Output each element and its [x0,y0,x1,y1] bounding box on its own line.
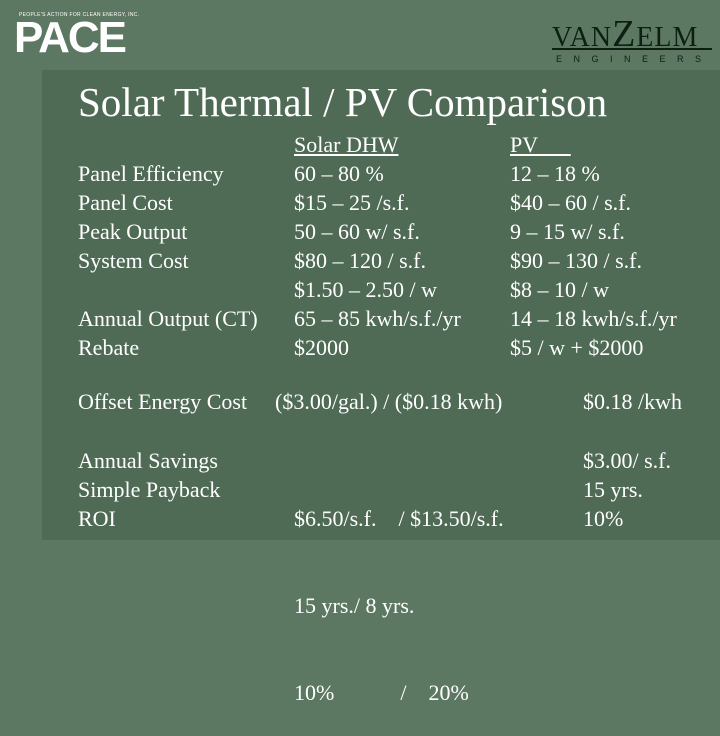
content-panel [42,70,720,540]
label-annual-savings: Annual Savings [78,448,218,473]
vanzelm-wordmark: VANZELM [552,12,698,56]
vanzelm-elm: ELM [636,22,699,53]
solar-annual-savings: $6.50/s.f. / $13.50/s.f. [294,506,504,531]
pv-header: PV [510,132,571,157]
label-panel-efficiency: Panel Efficiency [78,161,224,186]
vanzelm-divider [552,48,712,50]
pv-peak-output: 9 – 15 w/ s.f. [510,219,625,244]
pv-column: PV 12 – 18 % $40 – 60 / s.f. 9 – 15 w/ s… [510,130,677,362]
solar-dhw-system-cost: $80 – 120 / s.f. [294,248,426,273]
offset-pv-value: $0.18 /kwh [583,389,682,414]
solar-dhw-peak-output: 50 – 60 w/ s.f. [294,219,420,244]
pv-simple-payback: 15 yrs. [583,477,643,502]
pv-efficiency: 12 – 18 % [510,161,600,186]
pv-roi: 10% [583,506,624,531]
label-panel-cost: Panel Cost [78,190,173,215]
header-bar [0,0,720,70]
savings-labels: Annual Savings Simple Payback ROI [78,446,220,533]
solar-dhw-cost-per-watt: $1.50 – 2.50 / w [294,277,437,302]
savings-pv-values: $3.00/ s.f. 15 yrs. 10% [583,446,671,533]
pv-annual-output: 14 – 18 kwh/s.f./yr [510,306,677,331]
label-annual-output: Annual Output (CT) [78,306,258,331]
pv-cost-per-watt: $8 – 10 / w [510,277,609,302]
label-peak-output: Peak Output [78,219,188,244]
solar-dhw-header: Solar DHW [294,132,399,157]
vanzelm-logo: VANZELM ENGINEERS [552,8,712,66]
solar-dhw-panel-cost: $15 – 25 /s.f. [294,190,410,215]
solar-dhw-rebate: $2000 [294,335,349,360]
pv-panel-cost: $40 – 60 / s.f. [510,190,631,215]
savings-solar-values: $6.50/s.f. / $13.50/s.f. 15 yrs./ 8 yrs.… [294,446,504,736]
vanzelm-engineers: ENGINEERS [556,54,713,64]
label-rebate: Rebate [78,335,140,360]
solar-simple-payback: 15 yrs./ 8 yrs. [294,593,415,618]
offset-label: Offset Energy Cost [78,389,248,414]
label-system-cost: System Cost [78,248,189,273]
label-header [78,130,258,159]
solar-roi: 10% / 20% [294,680,469,705]
pv-rebate: $5 / w + $2000 [510,335,644,360]
offset-solar-value: ($3.00/gal.) / ($0.18 kwh) [275,389,503,414]
label-simple-payback: Simple Payback [78,477,221,502]
label-roi: ROI [78,506,116,531]
vanzelm-z: Z [612,13,637,55]
slide-title: Solar Thermal / PV Comparison [78,79,608,125]
vanzelm-van: VAN [552,22,613,53]
pv-annual-savings: $3.00/ s.f. [583,448,671,473]
pv-system-cost: $90 – 130 / s.f. [510,248,642,273]
pace-tagline: PEOPLE'S ACTION FOR CLEAN ENERGY, INC. [19,12,140,18]
label-blank [78,275,258,304]
solar-dhw-column: Solar DHW 60 – 80 % $15 – 25 /s.f. 50 – … [294,130,461,362]
solar-dhw-annual-output: 65 – 85 kwh/s.f./yr [294,306,461,331]
solar-dhw-efficiency: 60 – 80 % [294,161,384,186]
pace-logo: PACE [14,13,127,62]
labels-column: Panel Efficiency Panel Cost Peak Output … [78,130,258,362]
